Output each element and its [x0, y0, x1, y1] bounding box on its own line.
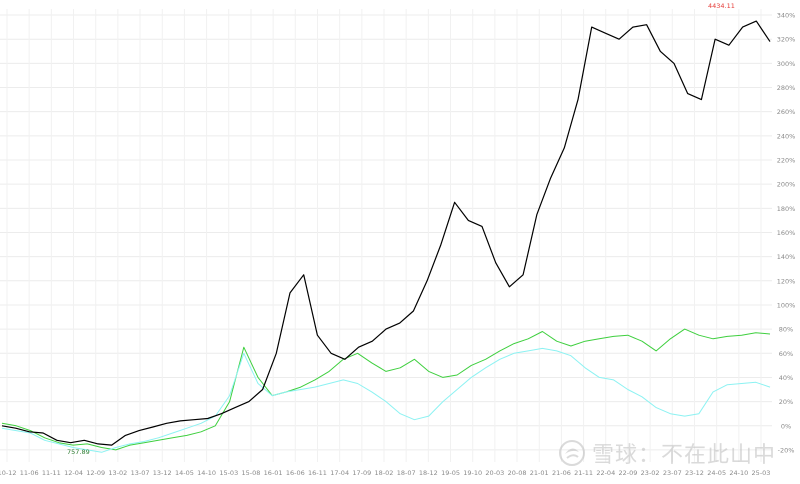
y-tick-label: 80% — [779, 326, 793, 334]
y-tick-label: 120% — [777, 277, 796, 285]
watermark: 雪球：不在此山中 — [558, 437, 776, 469]
x-tick-label: 23-12 — [685, 469, 704, 477]
annotations: 4434.11 757.89 — [67, 2, 735, 456]
y-tick-label: 340% — [777, 12, 796, 20]
min-value-label: 757.89 — [67, 448, 90, 456]
x-tick-label: 19-10 — [463, 469, 482, 477]
x-tick-label: 17-04 — [330, 469, 349, 477]
y-tick-label: 60% — [779, 350, 793, 358]
x-tick-label: 16-06 — [286, 469, 305, 477]
x-tick-label: 13-12 — [153, 469, 172, 477]
x-tick-label: 16-11 — [308, 469, 327, 477]
x-tick-label: 19-05 — [441, 469, 460, 477]
x-tick-label: 15-08 — [241, 469, 260, 477]
x-tick-label: 23-07 — [663, 469, 682, 477]
y-tick-label: 40% — [779, 374, 793, 382]
x-tick-label: 14-05 — [175, 469, 194, 477]
x-tick-label: 20-03 — [485, 469, 504, 477]
series-line-2 — [1, 347, 771, 453]
y-tick-label: 260% — [777, 108, 796, 116]
x-tick-label: 11-06 — [20, 469, 39, 477]
x-tick-label: 12-04 — [64, 469, 83, 477]
x-tick-label: 13-07 — [131, 469, 150, 477]
series-line-1 — [1, 328, 771, 451]
x-tick-label: 25-03 — [752, 469, 771, 477]
y-tick-label: 20% — [779, 398, 793, 406]
x-tick-label: 21-11 — [574, 469, 593, 477]
y-tick-label: 140% — [777, 253, 796, 261]
y-tick-label: 200% — [777, 181, 796, 189]
max-value-label: 4434.11 — [708, 2, 735, 10]
x-tick-label: 21-01 — [530, 469, 549, 477]
x-tick-label: 24-10 — [729, 469, 748, 477]
x-tick-label: 13-02 — [108, 469, 127, 477]
x-tick-label: 15-03 — [219, 469, 238, 477]
x-tick-label: 21-06 — [552, 469, 571, 477]
y-tick-label: 160% — [777, 229, 796, 237]
gridlines — [0, 9, 772, 462]
y-tick-label: 0% — [781, 422, 791, 430]
y-tick-label: 100% — [777, 301, 796, 309]
x-tick-label: 16-01 — [264, 469, 283, 477]
y-tick-label: 320% — [777, 36, 796, 44]
y-tick-label: 180% — [777, 205, 796, 213]
x-tick-label: 14-10 — [197, 469, 216, 477]
x-tick-label: 22-04 — [596, 469, 615, 477]
series-line-0 — [1, 20, 771, 446]
x-tick-label: 17-09 — [352, 469, 371, 477]
x-tick-label: 11-11 — [42, 469, 61, 477]
x-tick-label: 23-02 — [641, 469, 660, 477]
x-tick-label: 20-08 — [508, 469, 527, 477]
x-tick-label: 18-07 — [397, 469, 416, 477]
x-tick-label: 22-09 — [618, 469, 637, 477]
y-axis-ticks: -20% 0% 20% 40% 60% 80% 100% 120% 140% 160% 180% 20… — [777, 12, 796, 455]
y-tick-label: 240% — [777, 132, 796, 140]
x-tick-label: 12-09 — [86, 469, 105, 477]
snowball-logo-icon — [558, 440, 585, 466]
x-tick-label: 18-12 — [419, 469, 438, 477]
watermark-text: 雪球：不在此山中 — [591, 443, 776, 468]
series-lines — [1, 20, 771, 453]
x-tick-label: 10-12 — [0, 469, 16, 477]
y-tick-label: 300% — [777, 60, 796, 68]
y-tick-label: 280% — [777, 84, 796, 92]
x-tick-label: 18-02 — [375, 469, 394, 477]
y-tick-label: 220% — [777, 157, 796, 165]
y-tick-label: -20% — [778, 446, 795, 454]
x-tick-label: 24-05 — [707, 469, 726, 477]
